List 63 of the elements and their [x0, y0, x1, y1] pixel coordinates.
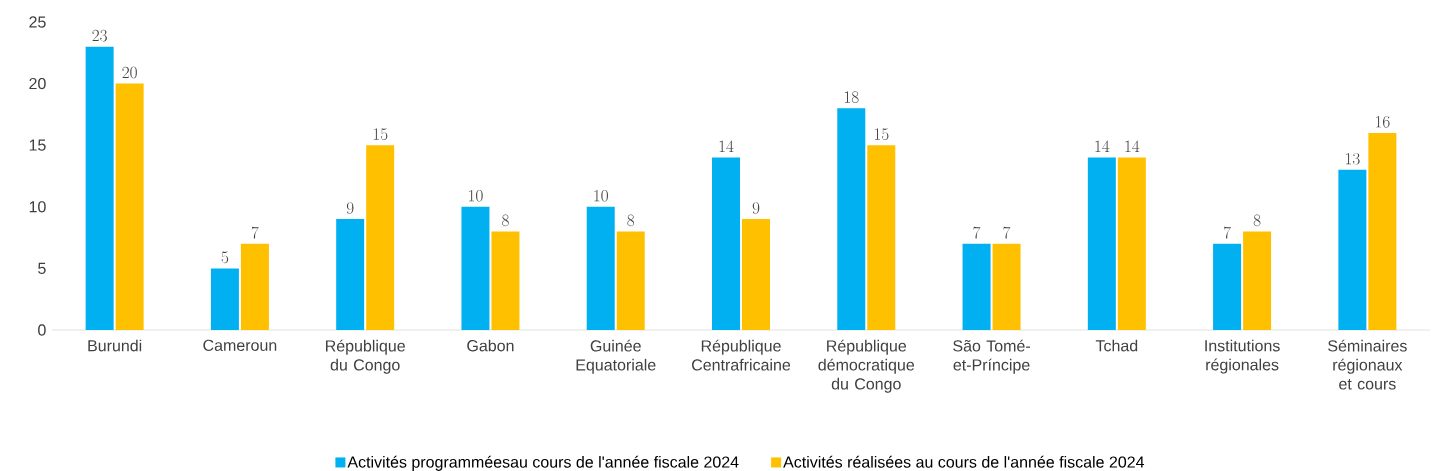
data-label: 8	[1253, 214, 1261, 227]
bar	[1243, 231, 1272, 330]
x-tick-label: Séminaires régionaux et cours	[1328, 339, 1407, 390]
bar	[85, 46, 114, 330]
x-tick-label: São Tomé-et-Príncipe	[953, 339, 1030, 374]
legend-label: Activités réalisées au cours de l'année fiscale 2024	[783, 455, 1145, 468]
data-label: 10	[594, 189, 608, 202]
data-label: 7	[973, 226, 981, 239]
bar	[616, 231, 645, 330]
data-label: 5	[221, 251, 229, 264]
data-label: 20	[122, 66, 137, 79]
bar	[992, 243, 1021, 330]
data-label: 9	[346, 202, 354, 214]
bar	[210, 268, 239, 330]
bar	[240, 243, 269, 330]
data-label: 14	[719, 140, 734, 152]
x-tick-label: Cameroun	[203, 339, 277, 351]
x-tick-label: République Centrafricaine	[692, 339, 791, 371]
bar	[491, 231, 520, 330]
data-label: 7	[251, 226, 259, 239]
bar	[461, 206, 490, 330]
x-tick-label: Institutions régionales	[1205, 339, 1280, 374]
y-tick-label: 0	[38, 324, 46, 336]
data-label: 15	[874, 128, 889, 140]
bar	[742, 219, 770, 330]
data-label: 7	[1223, 226, 1231, 239]
data-label: 7	[1003, 226, 1011, 239]
y-tick-label: 10	[29, 201, 46, 213]
bar	[115, 83, 144, 330]
bar	[837, 108, 866, 330]
x-tick-label: Burundi	[88, 339, 142, 352]
data-label: 8	[502, 214, 509, 227]
bar	[336, 219, 365, 330]
data-label: 13	[1345, 152, 1360, 165]
legend-label: Activités programméesau cours de l'année fiscale 2024	[347, 455, 739, 471]
bar	[1213, 243, 1242, 330]
data-label: 14	[1095, 140, 1110, 152]
y-tick-label: 5	[38, 262, 46, 274]
bar	[366, 145, 395, 330]
y-tick-label: 20	[29, 77, 46, 90]
x-tick-label: Tchad	[1095, 339, 1138, 352]
bar	[586, 206, 615, 330]
y-tick-label: 25	[29, 16, 46, 28]
y-tick-label: 15	[29, 139, 46, 151]
bar	[1087, 157, 1116, 330]
bar	[1368, 132, 1397, 330]
bar	[1338, 169, 1367, 330]
bar	[1117, 157, 1146, 330]
data-label: 9	[752, 202, 760, 214]
data-label: 15	[373, 128, 388, 140]
bar	[867, 145, 896, 330]
bar	[962, 243, 991, 330]
data-label: 18	[844, 91, 859, 103]
data-label: 23	[92, 29, 107, 42]
bar	[712, 157, 740, 330]
x-tick-label: République du Congo	[326, 339, 405, 374]
data-label: 10	[469, 189, 483, 202]
data-label: 16	[1375, 115, 1390, 128]
x-tick-label: Guinée Equatoriale	[576, 339, 656, 374]
data-label: 14	[1125, 140, 1140, 152]
data-label: 8	[627, 214, 635, 227]
x-tick-label: Gabon	[467, 339, 514, 352]
x-tick-label: République démocratique du Congo	[818, 339, 915, 393]
